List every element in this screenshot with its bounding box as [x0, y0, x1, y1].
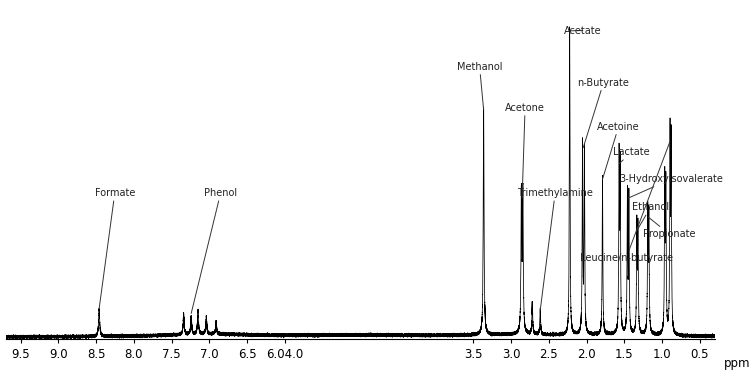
Text: Acetone: Acetone — [505, 103, 545, 198]
Text: ppm: ppm — [723, 357, 750, 370]
Text: Phenol: Phenol — [192, 188, 238, 313]
Text: Lactate: Lactate — [613, 147, 650, 163]
Text: Acetoine: Acetoine — [597, 122, 640, 179]
Text: Trimethylamine: Trimethylamine — [517, 188, 593, 310]
Text: Propionate: Propionate — [643, 217, 696, 239]
Text: 3-Hydroxyisovalerate: 3-Hydroxyisovalerate — [620, 174, 723, 198]
Text: Ethanol: Ethanol — [632, 203, 669, 230]
Text: Methanol: Methanol — [457, 62, 502, 110]
Text: Leucine/n-butyrate: Leucine/n-butyrate — [580, 141, 673, 263]
Text: Acetate: Acetate — [564, 25, 602, 35]
Text: n-Butyrate: n-Butyrate — [578, 78, 630, 148]
Text: Formate: Formate — [94, 188, 135, 308]
